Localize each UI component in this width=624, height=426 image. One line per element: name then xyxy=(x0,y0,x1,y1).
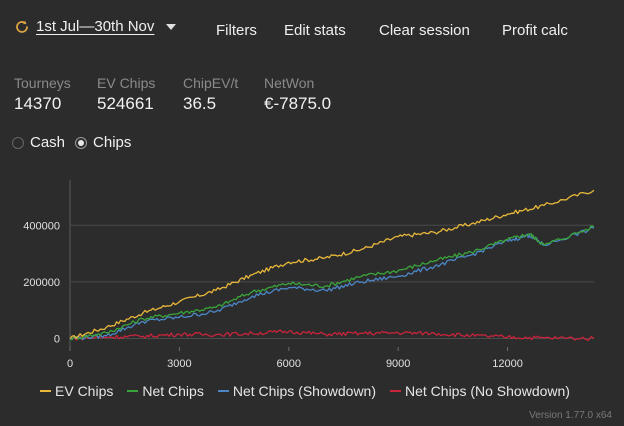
date-range-dropdown[interactable]: 1st Jul—30th Nov xyxy=(14,18,177,35)
stats-panel: Tourneys 14370 EV Chips 524661 ChipEV/t … xyxy=(0,74,624,124)
x-tick-label: 3000 xyxy=(167,358,191,370)
chart-legend: EV Chips Net Chips Net Chips (Showdown) … xyxy=(40,383,570,399)
radio-dot[interactable] xyxy=(12,136,24,149)
legend-label[interactable]: Net Chips xyxy=(142,383,204,399)
stat-value: €-7875.0 xyxy=(264,94,332,113)
chart-grid xyxy=(69,180,594,349)
profit-calc-button[interactable]: Profit calc xyxy=(502,22,568,39)
legend-net-chips[interactable]: Net Chips xyxy=(127,383,204,399)
stat-netwon: NetWon €-7875.0 xyxy=(264,74,331,115)
clear-session-button[interactable]: Clear session xyxy=(379,22,470,39)
legend-swatch xyxy=(390,390,401,392)
legend-ev-chips[interactable]: EV Chips xyxy=(40,383,113,399)
chart-series xyxy=(69,189,595,342)
stat-value: 36.5 xyxy=(183,94,217,113)
stat-label: EV Chips xyxy=(97,75,156,91)
toolbar: 1st Jul—30th Nov Filters Edit stats Clea… xyxy=(0,0,624,62)
x-tick-label: 6000 xyxy=(277,358,301,370)
legend-net-chips-showdown[interactable]: Net Chips (Showdown) xyxy=(217,383,376,399)
x-tick-label: 12000 xyxy=(492,358,523,370)
series-line-net-chips xyxy=(69,225,595,341)
legend-swatch xyxy=(127,390,139,392)
legend-label[interactable]: Net Chips (Showdown) xyxy=(232,383,376,399)
mode-toggle: Cash Chips xyxy=(12,134,141,151)
y-axis-ticks: 0 200000 400000 xyxy=(23,220,60,345)
y-tick-label: 200000 xyxy=(23,277,60,289)
refresh-icon[interactable] xyxy=(14,19,30,35)
radio-dot[interactable] xyxy=(75,136,88,149)
stat-tourneys: Tourneys 14370 xyxy=(14,74,71,115)
stat-label: ChipEV/t xyxy=(183,75,239,91)
stat-value: 14370 xyxy=(14,94,62,113)
series-line-net-chips-showdown xyxy=(69,226,595,340)
series-line-net-chips-no-showdown xyxy=(69,329,595,342)
y-tick-label: 400000 xyxy=(23,220,60,232)
stat-label: Tourneys xyxy=(14,75,71,91)
chevron-down-icon[interactable] xyxy=(166,23,177,30)
version-label: Version 1.77.0 x64 xyxy=(529,410,612,421)
stat-chipev-per-t: ChipEV/t 36.5 xyxy=(183,74,238,115)
stat-label: NetWon xyxy=(264,75,315,91)
filters-button[interactable]: Filters xyxy=(216,22,257,39)
profit-chart: 0 200000 400000 0 3000 6000 9000 12000 xyxy=(23,180,595,370)
series-line-ev-chips xyxy=(69,189,595,339)
x-axis-ticks: 0 3000 6000 9000 12000 xyxy=(67,347,523,370)
radio-cash[interactable]: Cash xyxy=(12,134,65,151)
stat-value: 524661 xyxy=(97,94,154,113)
legend-label[interactable]: EV Chips xyxy=(55,383,114,399)
y-tick-label: 0 xyxy=(54,334,60,346)
date-range-label[interactable]: 1st Jul—30th Nov xyxy=(36,18,155,35)
legend-label[interactable]: Net Chips (No Showdown) xyxy=(405,383,570,399)
x-tick-label: 0 xyxy=(67,358,73,370)
legend-swatch xyxy=(40,390,51,392)
x-tick-label: 9000 xyxy=(386,358,410,370)
edit-stats-button[interactable]: Edit stats xyxy=(284,22,346,39)
legend-swatch xyxy=(217,390,229,392)
radio-cash-label[interactable]: Cash xyxy=(30,134,66,151)
legend-net-chips-no-showdown[interactable]: Net Chips (No Showdown) xyxy=(390,383,570,399)
radio-chips-label[interactable]: Chips xyxy=(93,134,132,151)
stat-ev-chips: EV Chips 524661 xyxy=(97,74,155,115)
radio-chips[interactable]: Chips xyxy=(75,134,131,151)
